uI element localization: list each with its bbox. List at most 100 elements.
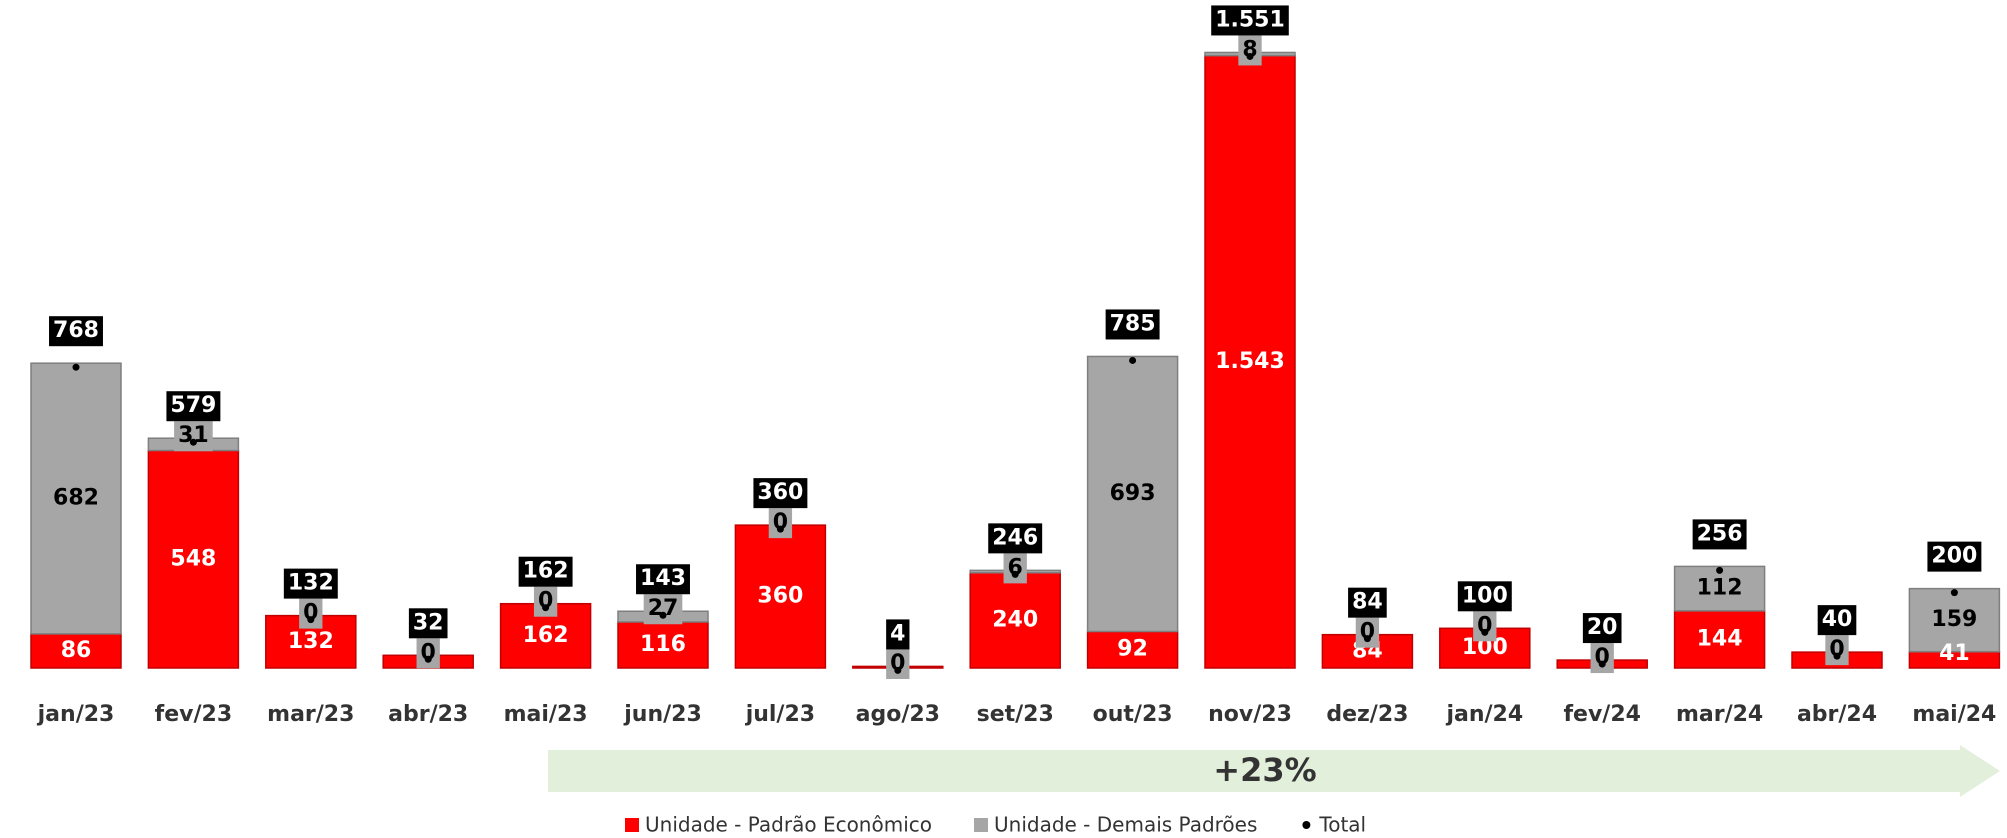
bar-label: 41 xyxy=(1939,641,1970,666)
bar-label: 1.543 xyxy=(1215,349,1285,374)
total-label: 246 xyxy=(992,525,1038,550)
x-tick-label: nov/23 xyxy=(1208,702,1292,727)
total-point xyxy=(72,363,80,371)
x-tick-label: jul/23 xyxy=(745,702,815,727)
bar-label-other-box xyxy=(533,586,558,617)
total-label: 20 xyxy=(1587,615,1618,640)
total-label-box xyxy=(49,316,103,347)
bar-label-other-box xyxy=(643,594,683,625)
legend-label: Unidade - Padrão Econômico xyxy=(645,813,932,837)
bar-label: 116 xyxy=(640,632,686,657)
legend-label: Total xyxy=(1318,813,1366,837)
total-label: 579 xyxy=(170,393,216,418)
total-label: 40 xyxy=(1822,607,1853,632)
total-label-box xyxy=(753,478,808,509)
total-label: 84 xyxy=(1352,590,1383,615)
bar-label-other: 0 xyxy=(1595,645,1610,670)
bar-segment-economic xyxy=(734,524,827,669)
x-tick-label: fev/23 xyxy=(155,702,232,727)
bar-label: 240 xyxy=(992,607,1038,632)
bar-label: 548 xyxy=(170,546,216,571)
bar-label-other: 159 xyxy=(1931,607,1977,632)
total-label-box xyxy=(1927,541,1982,572)
bar-label-other-box xyxy=(1692,573,1747,604)
total-label: 785 xyxy=(1110,311,1156,336)
x-tick-label: mai/24 xyxy=(1912,702,1996,727)
bar-label-other-box xyxy=(886,649,910,679)
total-point xyxy=(1598,660,1606,668)
bar-label-other: 8 xyxy=(1242,37,1257,62)
bar-label-other-box xyxy=(416,638,440,669)
total-label-box xyxy=(1582,613,1622,644)
total-point xyxy=(424,655,432,663)
growth-arrow xyxy=(548,745,2000,797)
total-label-box xyxy=(988,523,1043,554)
bar-label: 132 xyxy=(288,629,334,654)
bar-label-other-box xyxy=(1927,605,1982,636)
bar-label: 86 xyxy=(61,638,92,663)
total-label: 4 xyxy=(890,621,905,646)
bar-label-other-box xyxy=(174,421,213,452)
bar-label-other: 0 xyxy=(1829,637,1844,662)
x-tick-label: jun/23 xyxy=(623,702,702,727)
bar-label-other-box xyxy=(1590,643,1614,674)
total-point xyxy=(1716,566,1724,574)
legend-swatch xyxy=(1302,821,1311,829)
bar-label-other: 0 xyxy=(1360,620,1375,645)
x-tick-label: set/23 xyxy=(977,702,1054,727)
x-tick-label: ago/23 xyxy=(856,702,940,727)
total-point xyxy=(894,666,902,674)
bar-label-other-box xyxy=(1003,553,1027,584)
bar-label-other: 682 xyxy=(53,486,99,511)
total-point xyxy=(1129,356,1137,364)
bar-label: 162 xyxy=(523,623,569,648)
total-point xyxy=(1363,635,1371,643)
total-point xyxy=(189,438,197,446)
total-label: 162 xyxy=(523,559,569,584)
total-label: 256 xyxy=(1697,521,1743,546)
total-point xyxy=(1481,628,1489,636)
bar-segment-economic xyxy=(969,572,1061,669)
bar-label-other: 0 xyxy=(421,640,436,665)
bar-label: 144 xyxy=(1697,626,1743,651)
total-label-box xyxy=(1692,519,1747,550)
total-label-box xyxy=(1457,581,1512,612)
total-label-box xyxy=(166,391,221,422)
bar-label-other-box xyxy=(1238,35,1262,66)
total-label: 32 xyxy=(413,610,444,635)
bar-label-other: 0 xyxy=(1477,613,1492,638)
bar-label-other-box xyxy=(1473,611,1497,642)
total-point xyxy=(659,611,667,619)
annotation: +23% xyxy=(1213,751,1316,789)
bar-label-other-box xyxy=(768,508,793,539)
total-point xyxy=(1011,570,1019,578)
total-point xyxy=(776,525,784,533)
bar-label: 92 xyxy=(1117,637,1148,662)
total-label: 768 xyxy=(53,318,99,343)
bar-label-other-box xyxy=(1355,617,1380,648)
total-label: 100 xyxy=(1462,583,1508,608)
total-point xyxy=(307,616,315,624)
x-tick-label: dez/23 xyxy=(1326,702,1408,727)
bar-segment-economic xyxy=(1204,54,1296,669)
x-tick-label: mar/23 xyxy=(267,702,354,727)
total-point xyxy=(1833,652,1841,660)
total-point xyxy=(542,604,550,612)
x-tick-label: jan/24 xyxy=(1445,702,1523,727)
total-point xyxy=(1950,589,1958,597)
bar-segment-economic xyxy=(617,621,709,669)
total-label-box xyxy=(1348,587,1387,618)
x-tick-label: out/23 xyxy=(1093,702,1173,727)
total-label-box xyxy=(283,568,338,599)
bar-label-other: 0 xyxy=(773,510,788,535)
total-label-box xyxy=(636,564,690,595)
x-tick-label: fev/24 xyxy=(1563,702,1640,727)
total-label-box xyxy=(408,608,448,639)
total-label: 132 xyxy=(288,571,334,596)
bar-label-other-box xyxy=(1105,478,1160,509)
legend-swatch xyxy=(625,818,639,832)
total-label: 360 xyxy=(757,480,803,505)
legend-label: Unidade - Demais Padrões xyxy=(994,813,1257,837)
total-label: 200 xyxy=(1931,544,1977,569)
bar-label-other: 6 xyxy=(1008,555,1023,580)
